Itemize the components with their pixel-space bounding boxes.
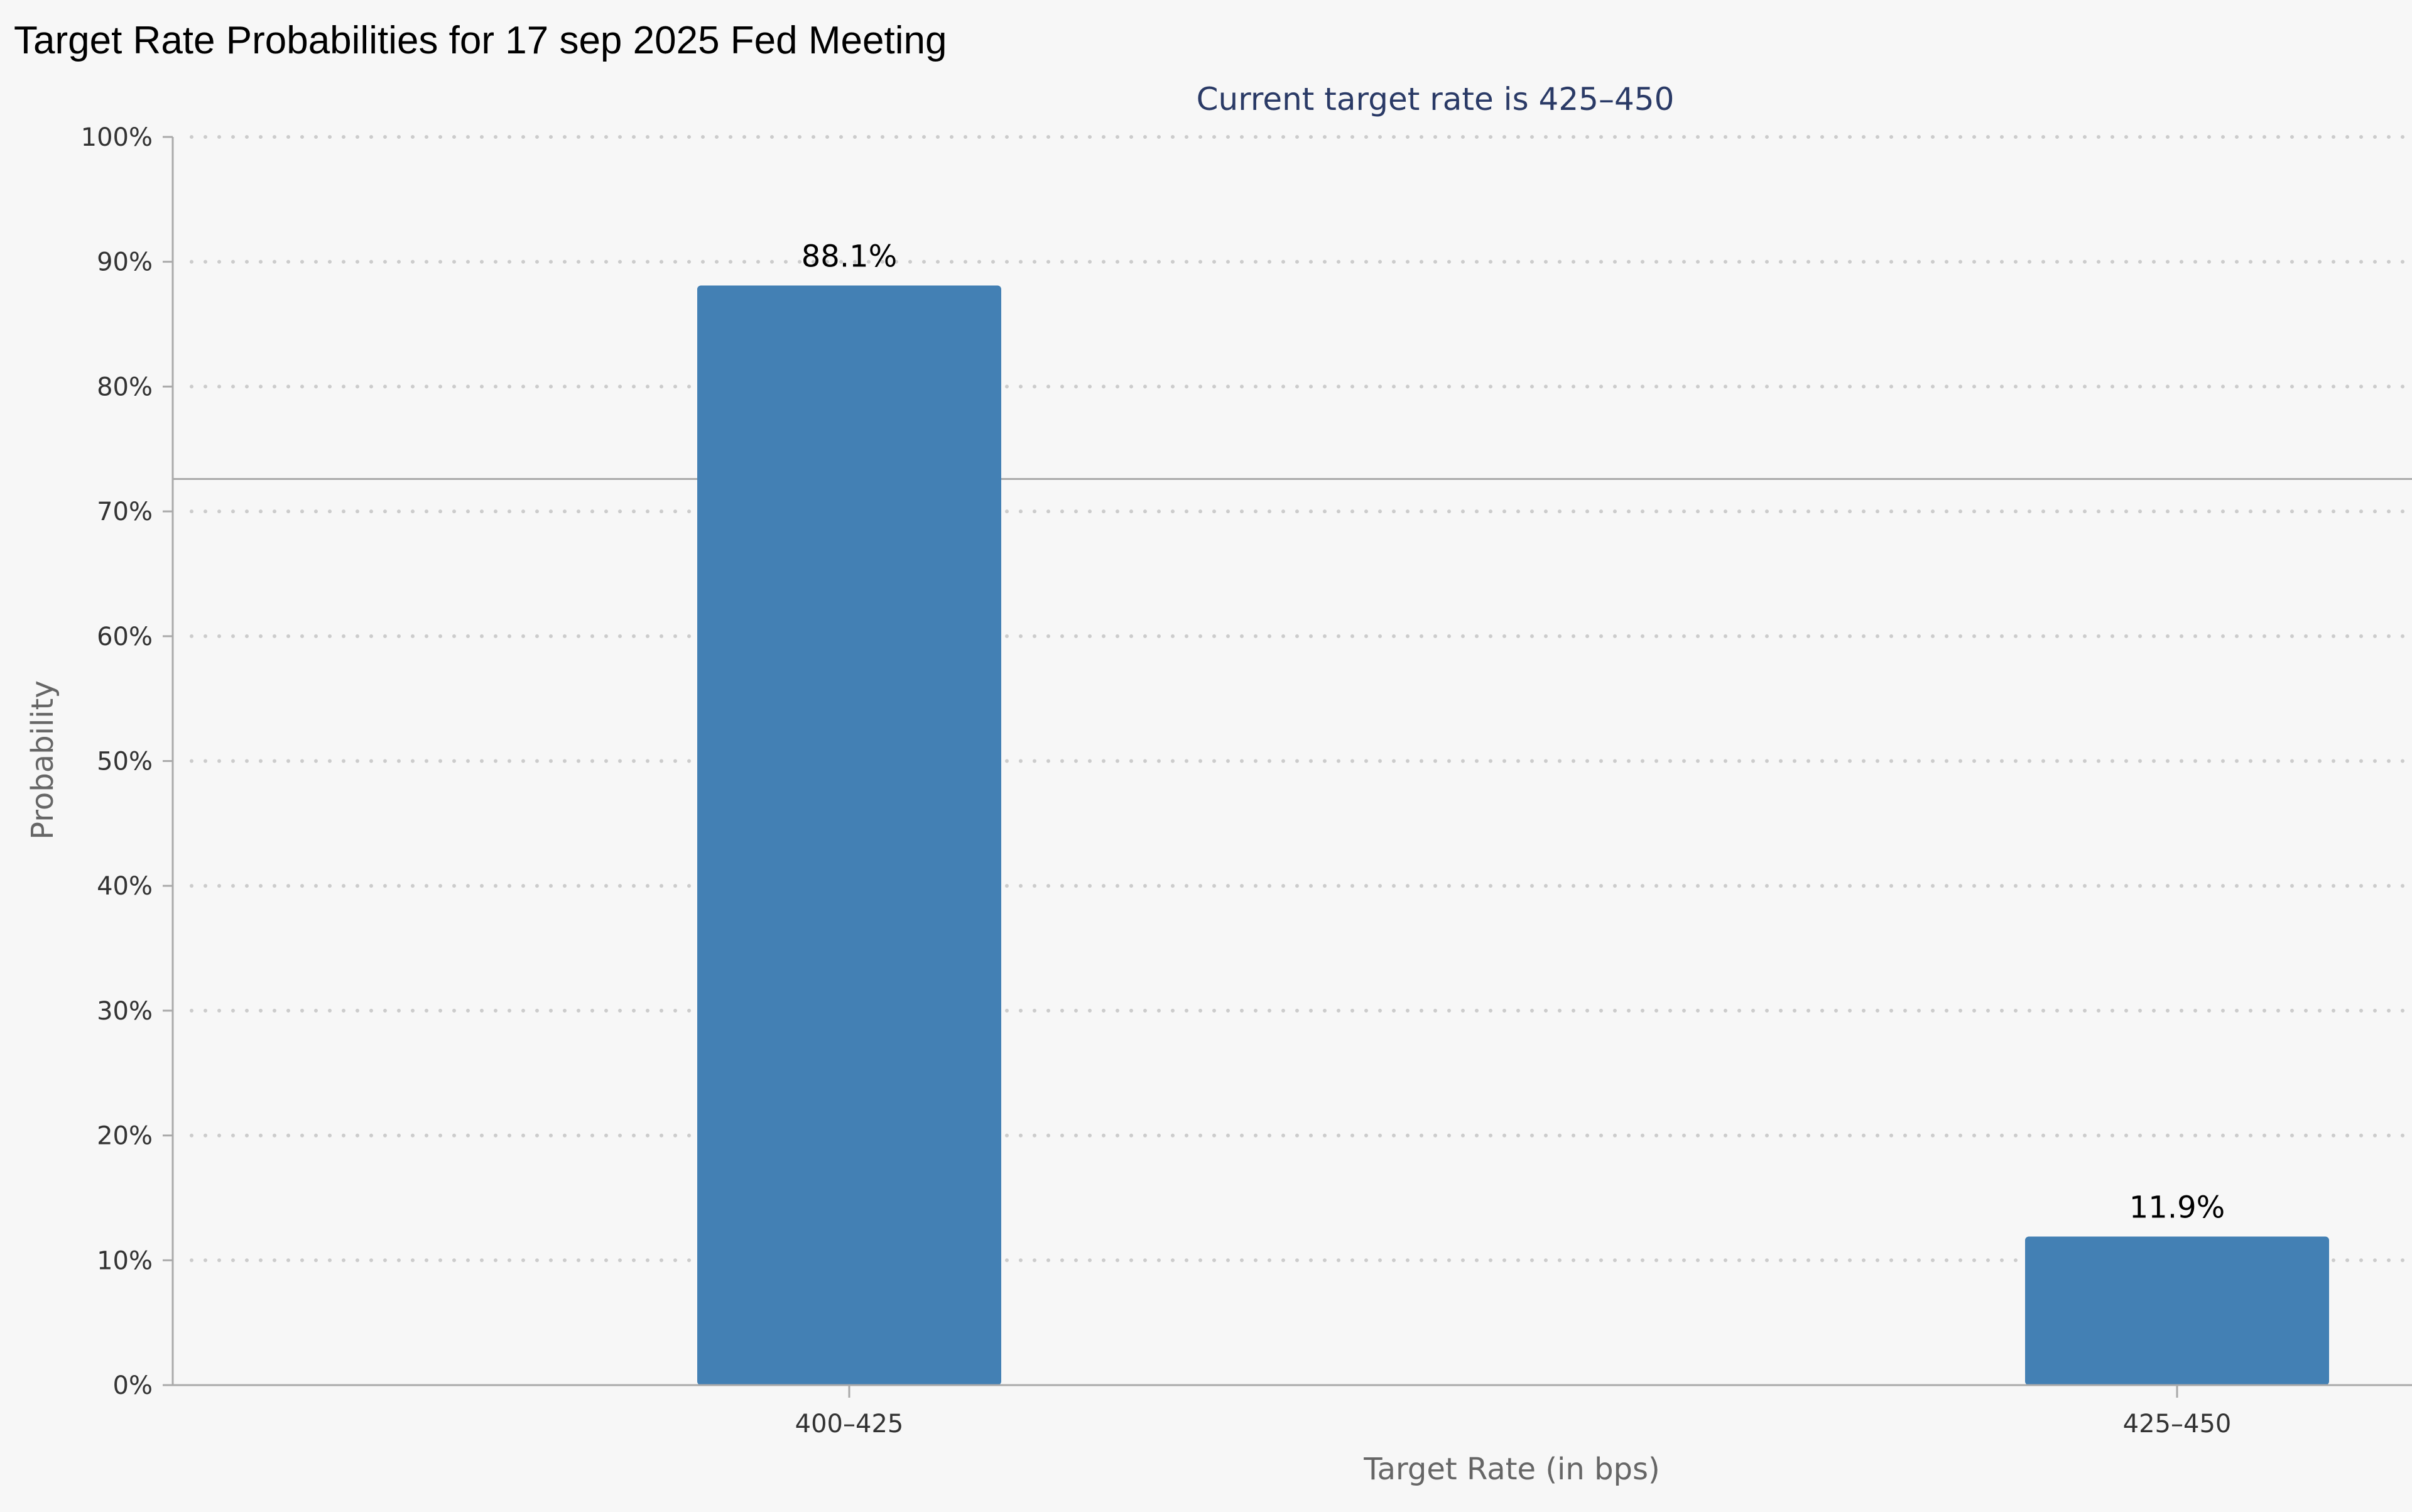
axes	[163, 136, 2412, 1398]
y-axis-title: Probability	[25, 680, 60, 840]
y-tick-label: 80%	[97, 373, 153, 401]
chart-subtitle: Current target rate is 425–450	[1197, 81, 1675, 117]
x-axis-title: Target Rate (in bps)	[1363, 1452, 1660, 1487]
y-tick-label: 10%	[97, 1246, 153, 1275]
bars	[697, 285, 2329, 1385]
page-title: Target Rate Probabilities for 17 sep 202…	[14, 19, 947, 62]
bar-400–425	[697, 285, 1001, 1385]
y-tick-label: 60%	[97, 623, 153, 651]
y-tick-label: 30%	[97, 997, 153, 1026]
y-tick-label: 90%	[97, 248, 153, 277]
data-label: 88.1%	[801, 239, 897, 274]
y-tick-label: 40%	[97, 872, 153, 901]
x-tick-label: 425–450	[2123, 1410, 2232, 1439]
y-tick-label: 100%	[81, 123, 153, 152]
y-tick-label: 50%	[97, 748, 153, 776]
y-tick-label: 20%	[97, 1122, 153, 1151]
y-tick-label: 0%	[113, 1371, 153, 1400]
x-tick-label: 400–425	[795, 1410, 904, 1439]
y-tick-label: 70%	[97, 498, 153, 526]
labels: 0% 10% 20% 30% 40% 50% 60% 70% 80% 90% 100% 88.1% 40…	[81, 123, 2232, 1439]
bar-425–450	[2025, 1236, 2329, 1385]
gridlines	[190, 135, 2412, 1263]
data-label: 11.9%	[2129, 1190, 2225, 1226]
